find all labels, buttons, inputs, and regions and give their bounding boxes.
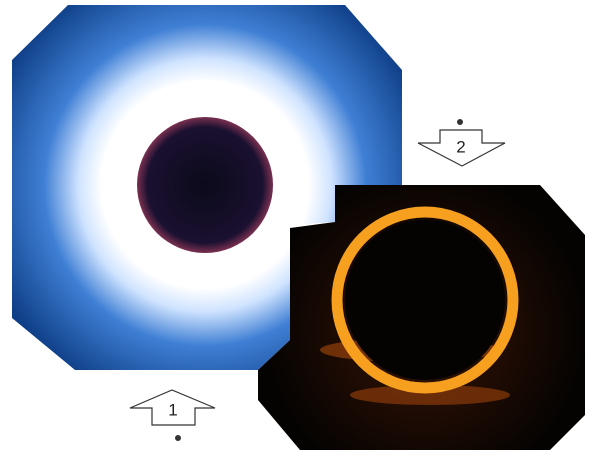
arrow-label: 2 <box>456 137 465 156</box>
annular-photo <box>258 185 585 450</box>
arrow-label: 1 <box>168 400 177 419</box>
arrow-2: 2 <box>417 119 506 167</box>
corona-photo <box>12 5 402 370</box>
arrow-1: 1 <box>129 389 216 441</box>
